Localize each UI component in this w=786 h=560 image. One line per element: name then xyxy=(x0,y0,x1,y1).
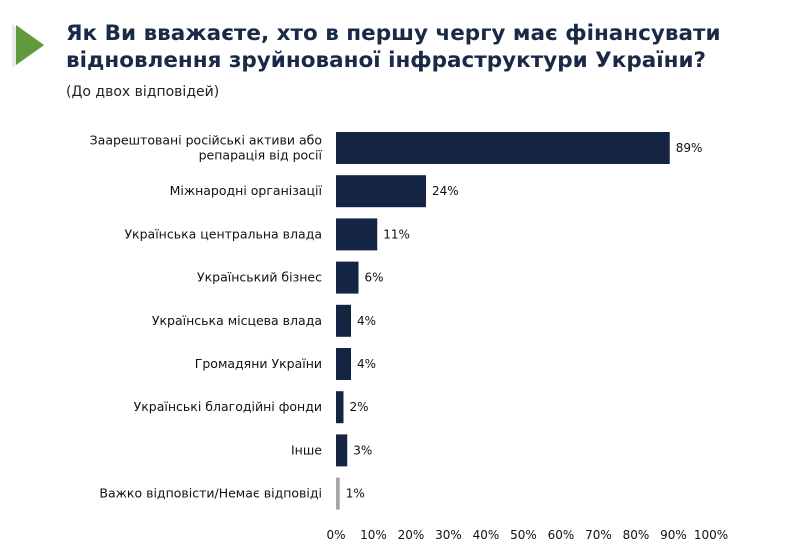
category-label-7: Інше xyxy=(291,442,322,457)
category-label-6: Українські благодійні фонди xyxy=(134,399,322,414)
value-label-2: 11% xyxy=(383,227,410,241)
logo-arrow-icon xyxy=(16,25,44,65)
bar-1 xyxy=(336,175,426,208)
x-tick-label-1: 10% xyxy=(360,528,387,542)
value-label-4: 4% xyxy=(357,314,376,328)
category-label-1: Міжнародні організації xyxy=(170,183,323,198)
x-tick-label-10: 100% xyxy=(694,528,728,542)
category-label-0-line-0: Заарештовані російські активи або xyxy=(90,133,322,148)
bar-6 xyxy=(336,391,344,424)
value-label-7: 3% xyxy=(353,443,372,457)
chart-subtitle: (До двох відповідей) xyxy=(66,84,220,100)
x-tick-label-4: 40% xyxy=(473,528,500,542)
chart-title: Як Ви вважаєте, хто в першу чергу має фі… xyxy=(66,20,776,74)
value-label-1: 24% xyxy=(432,184,459,198)
category-label-2: Українська центральна влада xyxy=(124,226,322,241)
x-tick-label-0: 0% xyxy=(326,528,345,542)
bar-4 xyxy=(336,304,351,337)
x-tick-label-2: 20% xyxy=(398,528,425,542)
value-label-8: 1% xyxy=(346,487,365,501)
x-tick-label-3: 30% xyxy=(435,528,462,542)
category-label-3: Український бізнес xyxy=(197,270,322,285)
chart-title-line-2: відновлення зруйнованої інфраструктури У… xyxy=(66,48,706,73)
category-label-5: Громадяни України xyxy=(195,356,322,371)
bar-8 xyxy=(336,477,340,510)
x-tick-label-7: 70% xyxy=(585,528,612,542)
bar-3 xyxy=(336,261,359,294)
category-label-8: Важко відповісти/Немає відповіді xyxy=(99,486,322,501)
value-label-0: 89% xyxy=(676,141,703,155)
value-label-3: 6% xyxy=(365,271,384,285)
x-tick-label-5: 50% xyxy=(510,528,537,542)
bar-5 xyxy=(336,348,351,380)
chart-title-line-1: Як Ви вважаєте, хто в першу чергу має фі… xyxy=(66,21,721,46)
value-label-5: 4% xyxy=(357,357,376,371)
category-label-4: Українська місцева влада xyxy=(152,313,322,328)
x-tick-label-6: 60% xyxy=(548,528,575,542)
x-tick-label-8: 80% xyxy=(623,528,650,542)
category-label-0-line-1: репарація від росії xyxy=(199,148,323,163)
bar-0 xyxy=(336,132,670,164)
value-label-6: 2% xyxy=(350,400,369,414)
bar-7 xyxy=(336,434,348,467)
bar-2 xyxy=(336,218,378,251)
x-tick-label-9: 90% xyxy=(660,528,687,542)
